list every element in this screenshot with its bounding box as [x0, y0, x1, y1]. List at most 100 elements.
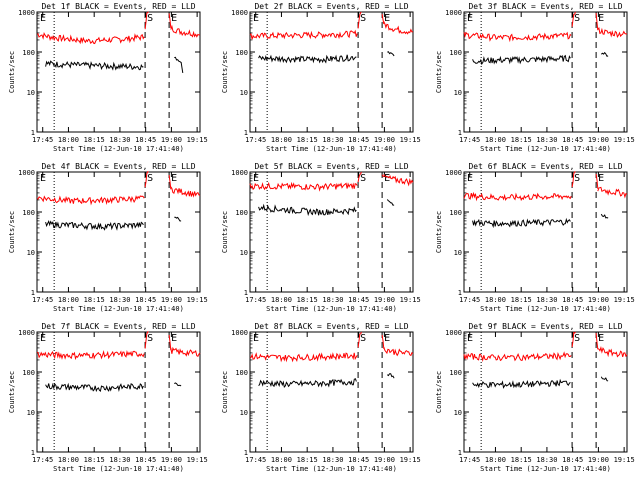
- x-axis-label: Start Time (12-Jun-10 17:41:40): [266, 145, 397, 153]
- y-tick-label: 1000: [231, 9, 248, 17]
- x-tick-label: 18:30: [109, 136, 130, 144]
- lld-series-line: [357, 11, 362, 29]
- y-tick-label: 100: [235, 49, 248, 57]
- y-axis-label: Counts/sec: [435, 211, 443, 253]
- x-tick-label: 18:00: [58, 296, 79, 304]
- lld-series-line: [463, 31, 572, 43]
- y-axis-label: Counts/sec: [435, 51, 443, 93]
- y-tick-label: 1000: [445, 329, 462, 337]
- lld-series-line: [463, 191, 572, 202]
- y-tick-label: 100: [235, 209, 248, 217]
- x-tick-label: 19:00: [374, 296, 395, 304]
- x-axis-label: Start Time (12-Jun-10 17:41:40): [53, 465, 184, 473]
- lld-series-line: [383, 21, 414, 35]
- x-tick-label: 19:00: [374, 456, 395, 464]
- detector-panel-6: Det 6f BLACK = Events, RED = LLD 1 10 100 10…: [427, 160, 640, 320]
- x-tick-label: 19:00: [588, 296, 609, 304]
- x-tick-label: 17:45: [459, 456, 480, 464]
- marker-e: E: [467, 13, 473, 24]
- events-series-line: [258, 54, 357, 64]
- chart-title: Det 8f BLACK = Events, RED = LLD: [254, 322, 408, 331]
- x-tick-label: 18:30: [109, 456, 130, 464]
- y-tick-label: 1000: [445, 9, 462, 17]
- y-tick-label: 1: [244, 129, 248, 137]
- x-tick-label: 17:45: [459, 136, 480, 144]
- marker-e: E: [598, 173, 604, 184]
- x-tick-label: 18:30: [322, 136, 343, 144]
- lld-series-line: [571, 11, 576, 27]
- marker-s: S: [574, 173, 580, 184]
- lld-series-line: [249, 29, 358, 40]
- events-series-line: [45, 220, 144, 231]
- x-tick-label: 19:15: [614, 456, 635, 464]
- plot-frame: [36, 11, 201, 133]
- detector-panel-5: Det 5f BLACK = Events, RED = LLD 1 10 100 10…: [213, 160, 426, 320]
- plot-frame: [463, 171, 628, 293]
- x-tick-label: 18:45: [135, 136, 156, 144]
- lld-series-line: [144, 171, 149, 188]
- x-tick-label: 18:15: [297, 136, 318, 144]
- chart-title: Det 6f BLACK = Events, RED = LLD: [468, 162, 622, 171]
- y-tick-label: 10: [454, 409, 462, 417]
- marker-e: E: [384, 13, 390, 24]
- events-series-line: [600, 213, 609, 219]
- x-tick-label: 18:45: [135, 456, 156, 464]
- marker-e: E: [384, 333, 390, 344]
- y-tick-label: 100: [22, 369, 35, 377]
- detector-panel-7: Det 7f BLACK = Events, RED = LLD 1 10 100 10…: [0, 320, 213, 480]
- y-tick-label: 10: [27, 249, 35, 257]
- events-series-line: [472, 54, 571, 66]
- lld-series-line: [170, 24, 201, 38]
- events-series-line: [387, 373, 395, 379]
- marker-e: E: [253, 173, 259, 184]
- lld-series-line: [571, 331, 576, 347]
- x-axis-label: Start Time (12-Jun-10 17:41:40): [266, 305, 397, 313]
- x-tick-label: 18:30: [536, 136, 557, 144]
- lld-series-line: [595, 173, 599, 189]
- marker-s: S: [360, 173, 366, 184]
- plot-frame: [36, 331, 201, 453]
- x-tick-label: 17:45: [245, 296, 266, 304]
- y-tick-label: 100: [22, 209, 35, 217]
- x-tick-label: 18:30: [109, 296, 130, 304]
- plot-frame: [36, 171, 201, 293]
- lld-series-line: [249, 352, 358, 363]
- x-tick-label: 18:45: [135, 296, 156, 304]
- plot-frame: [463, 11, 628, 133]
- lld-series-line: [168, 175, 172, 190]
- x-axis-label: Start Time (12-Jun-10 17:41:40): [480, 305, 611, 313]
- x-tick-label: 19:00: [374, 136, 395, 144]
- x-tick-label: 19:15: [187, 456, 208, 464]
- marker-e: E: [40, 13, 46, 24]
- lld-series-line: [381, 335, 385, 349]
- lld-series-line: [357, 331, 362, 348]
- x-tick-label: 19:15: [614, 136, 635, 144]
- detector-chart-3: Det 3f BLACK = Events, RED = LLD 1 10 100 10…: [435, 2, 635, 153]
- y-tick-label: 1: [244, 289, 248, 297]
- x-tick-label: 19:15: [400, 136, 421, 144]
- y-tick-label: 10: [454, 249, 462, 257]
- x-axis-label: Start Time (12-Jun-10 17:41:40): [480, 465, 611, 473]
- detector-panel-1: Det 1f BLACK = Events, RED = LLD 1 10 100 10…: [0, 0, 213, 160]
- x-tick-label: 18:30: [322, 296, 343, 304]
- events-series-line: [174, 216, 182, 222]
- lld-series-line: [36, 350, 145, 361]
- lld-series-line: [597, 27, 628, 38]
- x-tick-label: 18:00: [485, 456, 506, 464]
- detector-panel-2: Det 2f BLACK = Events, RED = LLD 1 10 100 10…: [213, 0, 426, 160]
- y-tick-label: 1: [458, 449, 462, 457]
- x-tick-label: 19:00: [588, 456, 609, 464]
- y-tick-label: 1000: [18, 329, 35, 337]
- x-tick-label: 18:45: [562, 296, 583, 304]
- y-tick-label: 10: [240, 249, 248, 257]
- x-tick-label: 17:45: [32, 136, 53, 144]
- events-series-line: [174, 56, 182, 63]
- lld-series-line: [383, 174, 414, 187]
- x-tick-label: 19:15: [614, 296, 635, 304]
- marker-e: E: [171, 13, 177, 24]
- x-tick-label: 19:15: [187, 296, 208, 304]
- y-tick-label: 10: [27, 409, 35, 417]
- chart-title: Det 9f BLACK = Events, RED = LLD: [468, 322, 622, 331]
- y-tick-label: 10: [240, 89, 248, 97]
- marker-s: S: [360, 13, 366, 24]
